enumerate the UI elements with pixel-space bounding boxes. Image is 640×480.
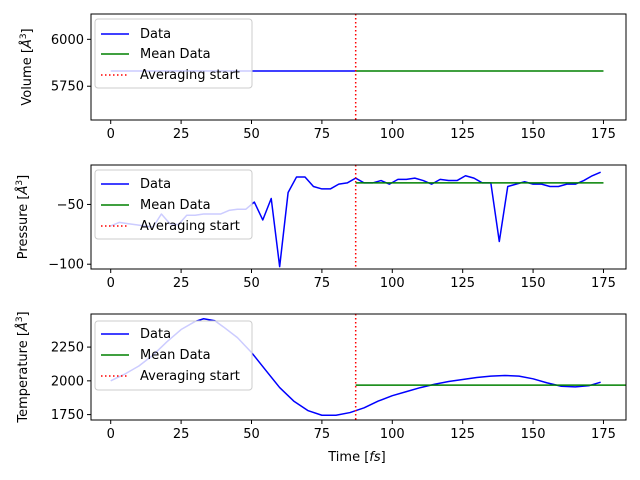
pressure-panel: 0 25 50 75 100 125 150 175 −100 −50 Pressure [Å3… xyxy=(15,164,627,291)
x-tick-label: 150 xyxy=(521,127,546,142)
y-tick-label: 2250 xyxy=(51,341,84,356)
x-tick-label: 125 xyxy=(450,276,475,291)
x-tick-label: 175 xyxy=(591,276,616,291)
y-tick-label: −50 xyxy=(57,198,84,213)
legend: Data Mean Data Averaging start xyxy=(94,320,253,391)
x-tick-label: 150 xyxy=(521,276,546,291)
x-tick-label: 175 xyxy=(591,427,616,442)
x-tick-label: 25 xyxy=(173,276,190,291)
axes-frame xyxy=(90,313,627,421)
x-tick-label: 0 xyxy=(107,427,115,442)
y-axis-label: Pressure [Å3] xyxy=(15,175,31,259)
x-tick-label: 100 xyxy=(380,127,405,142)
legend-label-mean-data: Mean Data xyxy=(140,198,211,213)
x-tick-label: 50 xyxy=(243,276,260,291)
x-tick-label: 150 xyxy=(521,427,546,442)
legend-label-mean-data: Mean Data xyxy=(140,348,211,363)
x-tick-label: 125 xyxy=(450,127,475,142)
y-tick-label: 5750 xyxy=(51,80,84,95)
x-tick-label: 0 xyxy=(107,127,115,142)
x-axis-label: Time [fs] xyxy=(327,450,385,465)
x-tick-label: 75 xyxy=(314,427,331,442)
axes-frame xyxy=(90,13,627,121)
legend-label-data: Data xyxy=(140,177,171,192)
y-axis-label: Volume [Å3] xyxy=(19,28,35,105)
x-tick-label: 125 xyxy=(450,427,475,442)
x-tick-label: 100 xyxy=(380,276,405,291)
x-tick-label: 100 xyxy=(380,427,405,442)
y-tick-label: 2000 xyxy=(51,374,84,389)
x-tick-label: 50 xyxy=(243,427,260,442)
x-tick-label: 25 xyxy=(173,127,190,142)
legend-label-averaging-start: Averaging start xyxy=(140,219,240,234)
x-tick-label: 0 xyxy=(107,276,115,291)
y-tick-label: 6000 xyxy=(51,33,84,48)
x-tick-label: 50 xyxy=(243,127,260,142)
legend: Data Mean Data Averaging start xyxy=(94,169,253,240)
legend-label-averaging-start: Averaging start xyxy=(140,68,240,83)
legend-label-data: Data xyxy=(140,327,171,342)
volume-panel: 0 25 50 75 100 125 150 175 5750 6000 Volume [Å3]… xyxy=(19,13,627,142)
x-tick-label: 175 xyxy=(591,127,616,142)
legend-label-mean-data: Mean Data xyxy=(140,47,211,62)
legend-label-data: Data xyxy=(140,27,171,42)
axes-frame xyxy=(90,164,627,270)
y-axis-label: Temperature [Å3] xyxy=(15,311,31,423)
x-tick-label: 75 xyxy=(314,127,331,142)
legend: Data Mean Data Averaging start xyxy=(94,18,253,89)
y-tick-label: 1750 xyxy=(51,408,84,423)
x-tick-label: 25 xyxy=(173,427,190,442)
y-tick-label: −100 xyxy=(48,258,84,273)
legend-label-averaging-start: Averaging start xyxy=(140,369,240,384)
x-tick-label: 75 xyxy=(314,276,331,291)
temperature-panel: 0 25 50 75 100 125 150 175 1750 2000 2250 Tempera… xyxy=(15,311,627,465)
